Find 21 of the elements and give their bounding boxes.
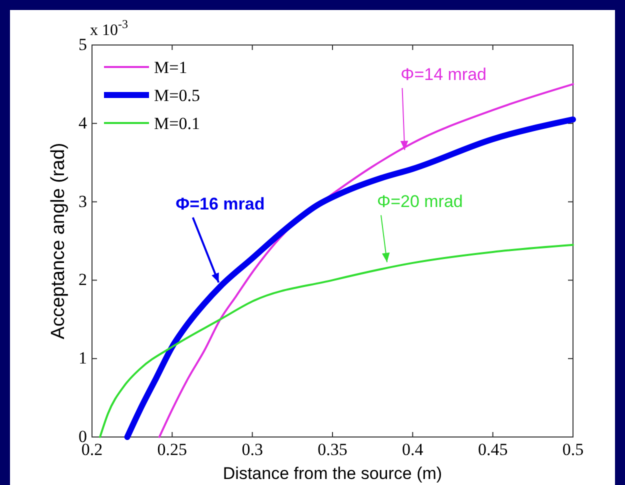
legend-label: M=0.1: [154, 114, 200, 133]
x-tick-label: 0.45: [478, 440, 508, 459]
y-tick-label: 3: [78, 192, 87, 211]
x-tick-label: 0.35: [318, 440, 348, 459]
annotation: Φ=14 mrad: [400, 65, 487, 84]
legend-label: M=0.5: [154, 86, 200, 105]
x-tick-label: 0.4: [402, 440, 424, 459]
x-tick-label: 0.25: [157, 440, 188, 459]
legend-label: M=1: [154, 58, 188, 77]
text: x 10$^{-3}$: [90, 17, 128, 39]
annotation: Φ=16 mrad: [176, 194, 265, 214]
y-tick-label: 5: [78, 35, 87, 54]
y-tick-label: 2: [78, 270, 87, 290]
y-tick-label: 4: [78, 113, 88, 132]
x-tick-label: 0.5: [562, 440, 584, 459]
y-tick-label: 1: [78, 348, 87, 368]
line-series: [99, 244, 574, 438]
x-tick-label: 0.3: [242, 440, 263, 459]
x-axis-title: Distance from the source (m): [222, 464, 442, 483]
y-axis-title: Acceptance angle (rad): [48, 142, 69, 340]
annotation: Φ=20 mrad: [377, 192, 463, 212]
